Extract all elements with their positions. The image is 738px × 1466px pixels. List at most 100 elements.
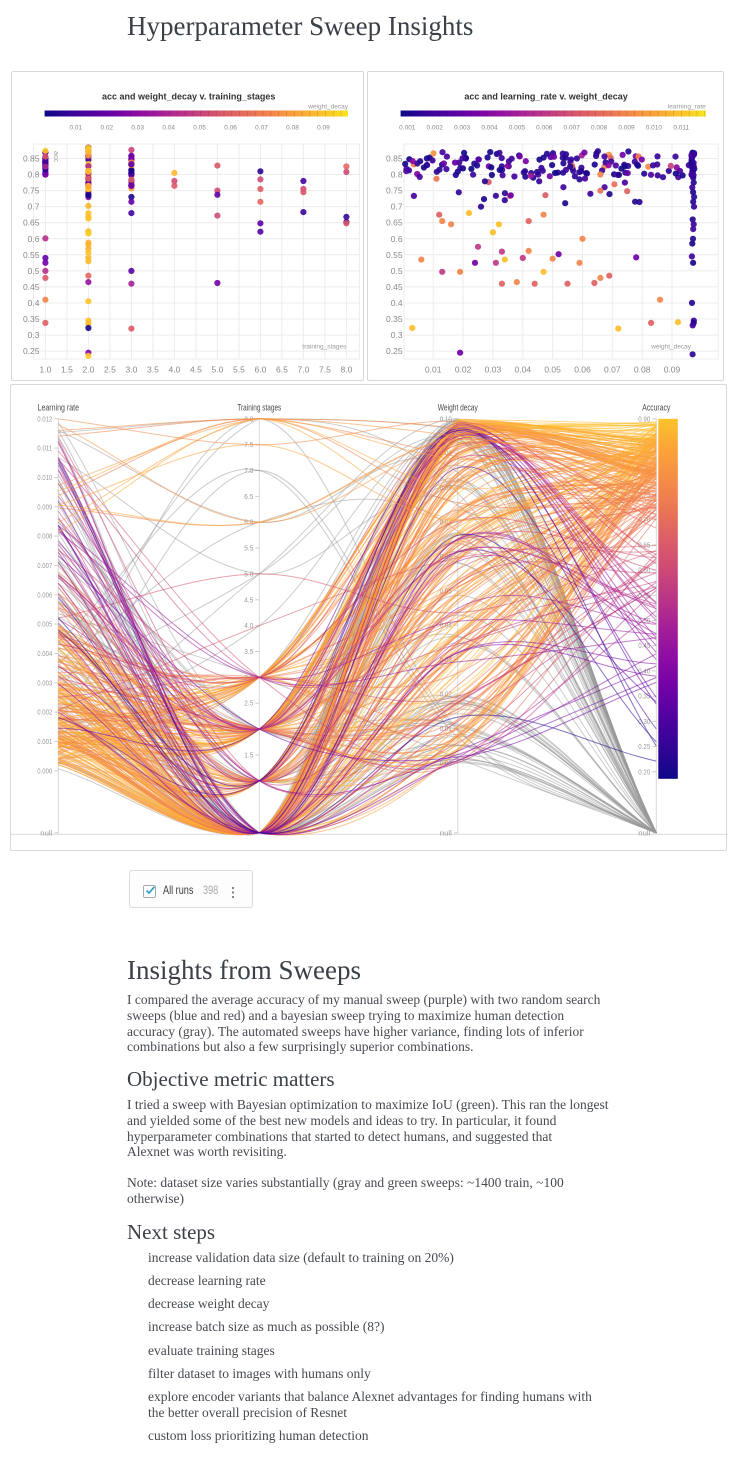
- svg-text:0.003: 0.003: [37, 678, 52, 687]
- svg-text:6.0: 6.0: [254, 364, 266, 374]
- svg-text:5.5: 5.5: [244, 544, 253, 553]
- svg-text:0.55: 0.55: [23, 249, 40, 259]
- svg-text:2.5: 2.5: [104, 364, 116, 374]
- svg-text:0.05: 0.05: [193, 124, 206, 131]
- svg-text:0.04: 0.04: [162, 124, 175, 131]
- svg-text:0.000: 0.000: [37, 766, 52, 775]
- svg-text:0.06: 0.06: [575, 364, 592, 374]
- svg-text:4.5: 4.5: [190, 364, 202, 374]
- svg-text:0.07: 0.07: [255, 124, 268, 131]
- svg-text:0.02: 0.02: [100, 124, 113, 131]
- svg-text:5.0: 5.0: [211, 364, 223, 374]
- svg-text:6.5: 6.5: [244, 492, 253, 501]
- svg-text:0.50: 0.50: [638, 616, 650, 625]
- svg-text:3.5: 3.5: [244, 647, 253, 656]
- svg-text:0.8: 0.8: [27, 169, 39, 179]
- svg-text:null: null: [440, 828, 452, 837]
- svg-text:Learning rate: Learning rate: [38, 402, 80, 413]
- svg-text:0.009: 0.009: [619, 124, 636, 131]
- svg-text:4.0: 4.0: [168, 364, 180, 374]
- svg-text:0.02: 0.02: [455, 364, 472, 374]
- svg-text:0.05: 0.05: [545, 364, 562, 374]
- svg-text:0.08: 0.08: [634, 364, 651, 374]
- svg-text:0.005: 0.005: [509, 124, 526, 131]
- svg-text:0.25: 0.25: [386, 346, 403, 356]
- svg-text:0.08: 0.08: [286, 124, 299, 131]
- svg-text:0.011: 0.011: [674, 124, 690, 131]
- svg-text:0.010: 0.010: [646, 124, 663, 131]
- svg-text:6.0: 6.0: [244, 518, 253, 527]
- svg-text:0.25: 0.25: [638, 742, 650, 751]
- svg-text:0.30: 0.30: [638, 717, 650, 726]
- svg-text:0.01: 0.01: [425, 364, 442, 374]
- svg-text:0.85: 0.85: [386, 153, 403, 163]
- svg-text:null: null: [40, 828, 52, 837]
- svg-text:2.5: 2.5: [244, 699, 253, 708]
- svg-text:0.01: 0.01: [69, 124, 82, 131]
- svg-text:1.5: 1.5: [244, 751, 253, 760]
- svg-text:0.09: 0.09: [664, 364, 681, 374]
- svg-text:0.006: 0.006: [537, 124, 554, 131]
- svg-text:training_stages: training_stages: [302, 343, 347, 350]
- svg-text:5.5: 5.5: [233, 364, 245, 374]
- svg-text:0.45: 0.45: [23, 281, 40, 291]
- svg-text:0.45: 0.45: [386, 281, 403, 291]
- svg-text:0.004: 0.004: [37, 649, 52, 658]
- svg-text:0.005: 0.005: [37, 620, 52, 629]
- svg-text:weight_decay: weight_decay: [307, 103, 348, 110]
- svg-text:1.0: 1.0: [39, 364, 51, 374]
- svg-text:0.03: 0.03: [485, 364, 502, 374]
- svg-text:0.5: 0.5: [27, 265, 39, 275]
- svg-text:0.3: 0.3: [27, 330, 39, 340]
- svg-text:0.65: 0.65: [386, 217, 403, 227]
- svg-text:acc and learning_rate v. weigh: acc and learning_rate v. weight_decay: [465, 91, 628, 101]
- svg-text:0.04: 0.04: [515, 364, 532, 374]
- svg-text:0.20: 0.20: [638, 767, 650, 776]
- svg-text:0.008: 0.008: [37, 532, 52, 541]
- svg-text:0.75: 0.75: [23, 185, 40, 195]
- svg-text:0.65: 0.65: [23, 217, 40, 227]
- svg-text:0.001: 0.001: [37, 737, 52, 746]
- svg-text:4.0: 4.0: [244, 621, 253, 630]
- svg-text:0.10: 0.10: [440, 414, 452, 423]
- svg-text:0.002: 0.002: [427, 124, 444, 131]
- svg-text:0.3: 0.3: [391, 330, 403, 340]
- svg-text:0.02: 0.02: [440, 690, 452, 699]
- svg-text:0.75: 0.75: [386, 185, 403, 195]
- svg-text:2.0: 2.0: [82, 364, 94, 374]
- svg-text:Weight decay: Weight decay: [438, 402, 478, 413]
- svg-text:0.7: 0.7: [27, 201, 39, 211]
- svg-text:0.012: 0.012: [37, 414, 52, 423]
- svg-text:0.009: 0.009: [37, 502, 52, 511]
- svg-text:0.004: 0.004: [482, 124, 499, 131]
- svg-text:acc and weight_decay v. traini: acc and weight_decay v. training_stages: [102, 91, 275, 101]
- svg-text:0.011: 0.011: [37, 444, 52, 453]
- svg-text:0.09: 0.09: [317, 124, 330, 131]
- svg-text:0.35: 0.35: [386, 314, 403, 324]
- svg-text:0.65: 0.65: [638, 541, 650, 550]
- svg-text:acc: acc: [52, 151, 59, 162]
- svg-text:Accuracy: Accuracy: [642, 402, 670, 413]
- svg-text:0.35: 0.35: [638, 692, 650, 701]
- svg-text:0.007: 0.007: [37, 561, 52, 570]
- svg-text:0.90: 0.90: [638, 414, 650, 423]
- svg-text:0.25: 0.25: [23, 346, 40, 356]
- svg-text:1.5: 1.5: [61, 364, 73, 374]
- svg-text:7.0: 7.0: [244, 466, 253, 475]
- svg-text:0.001: 0.001: [400, 124, 417, 131]
- svg-text:0.5: 0.5: [391, 265, 403, 275]
- svg-text:0.4: 0.4: [27, 298, 39, 308]
- svg-text:7.5: 7.5: [319, 364, 331, 374]
- svg-text:0.06: 0.06: [224, 124, 237, 131]
- svg-text:0.8: 0.8: [391, 169, 403, 179]
- svg-text:8.0: 8.0: [340, 364, 352, 374]
- svg-text:7.0: 7.0: [297, 364, 309, 374]
- svg-text:0.002: 0.002: [37, 708, 52, 717]
- svg-text:0.010: 0.010: [37, 473, 52, 482]
- svg-text:0.35: 0.35: [23, 314, 40, 324]
- svg-text:0.01: 0.01: [440, 724, 452, 733]
- svg-text:0.008: 0.008: [591, 124, 608, 131]
- svg-text:0.07: 0.07: [604, 364, 621, 374]
- svg-text:0.006: 0.006: [37, 590, 52, 599]
- svg-text:3.5: 3.5: [147, 364, 159, 374]
